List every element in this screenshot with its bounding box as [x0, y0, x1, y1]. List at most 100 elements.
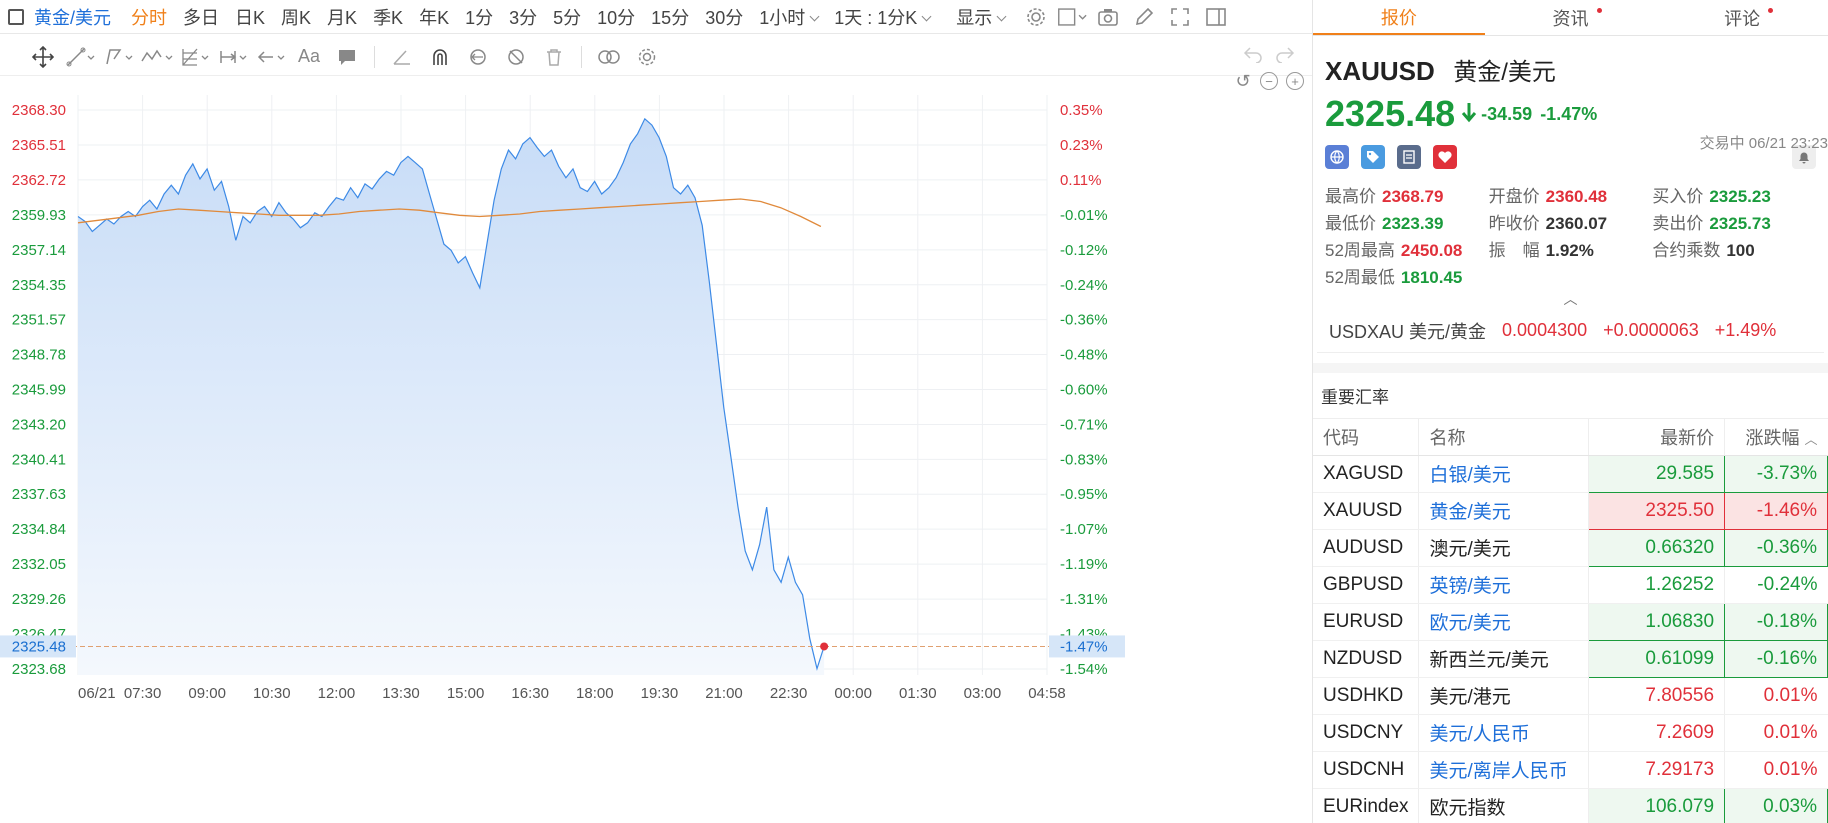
top-toolbar: 黄金/美元 分时 多日 日K 周K 月K 季K 年K 1分 3分 5分 10分 15分 30分 1小时 …	[0, 0, 1312, 34]
indicator-settings-icon[interactable]	[628, 42, 666, 72]
col-code[interactable]: 代码	[1313, 419, 1420, 456]
rate-row[interactable]: USDCNH 美元/离岸人民币 7.29173 0.01%	[1313, 751, 1828, 789]
trash-icon[interactable]	[535, 42, 573, 72]
comment-icon[interactable]	[328, 42, 366, 72]
period-tab[interactable]: 分时	[131, 7, 168, 28]
tag-icon[interactable]	[1361, 145, 1385, 169]
panel-tab[interactable]: 报价	[1313, 0, 1485, 35]
y-tick-pct: -0.12%	[1060, 242, 1108, 259]
period-tab[interactable]: 季K	[373, 7, 404, 28]
rate-code: NZDUSD	[1313, 640, 1420, 678]
undo-icon[interactable]	[1242, 45, 1264, 68]
magnet-icon[interactable]	[421, 42, 459, 72]
bell-icon[interactable]	[1792, 145, 1816, 169]
symbol-selector[interactable]: 黄金/美元	[34, 7, 112, 28]
heart-icon[interactable]	[1433, 145, 1457, 169]
stat-row: 最低价 2323.39 昨收价 2360.07 卖出价 2325.73	[1325, 208, 1816, 235]
y-tick-pct: -0.83%	[1060, 451, 1108, 468]
settings-gear-icon[interactable]	[1021, 2, 1051, 32]
fib-icon[interactable]	[176, 42, 214, 72]
y-tick-pct: -1.19%	[1060, 556, 1108, 573]
fullscreen-icon[interactable]	[1165, 2, 1195, 32]
rate-row[interactable]: USDCNY 美元/人民币 7.2609 0.01%	[1313, 714, 1828, 752]
camera-icon[interactable]	[1093, 2, 1123, 32]
col-name[interactable]: 名称	[1418, 419, 1590, 456]
stat-cell: 52周最高 2450.08	[1325, 236, 1489, 261]
rate-name[interactable]: 美元/人民币	[1418, 714, 1590, 752]
period-tab[interactable]: 日K	[235, 7, 266, 28]
period-tab[interactable]: 周K	[281, 7, 312, 28]
polyline-icon[interactable]	[100, 42, 138, 72]
rate-row[interactable]: EURUSD 欧元/美元 1.06830 -0.18%	[1313, 602, 1828, 641]
quote-header: XAUUSD 黄金/美元 2325.48 -34.59 -1.47% 交易中 0…	[1313, 36, 1828, 169]
period-tab[interactable]: 年K	[419, 7, 450, 28]
period-tab[interactable]: 月K	[327, 7, 358, 28]
rate-row[interactable]: NZDUSD 新西兰元/美元 0.61099 -0.16%	[1313, 639, 1828, 678]
rate-price: 7.2609	[1588, 714, 1726, 752]
y-tick-pct: -0.48%	[1060, 347, 1108, 364]
reset-view-icon[interactable]: ↺	[1235, 71, 1251, 91]
collapse-caret-icon[interactable]: ︿	[1563, 291, 1578, 307]
period-tab[interactable]: 10分	[597, 7, 636, 28]
layout-icon[interactable]	[8, 8, 24, 25]
down-arrow-icon	[1461, 101, 1477, 128]
zoom-in-button-icon[interactable]: +	[1286, 72, 1304, 90]
rate-name[interactable]: 欧元/美元	[1418, 603, 1590, 641]
stat-row: 最高价 2368.79 开盘价 2360.48 买入价 2325.23	[1325, 181, 1816, 208]
arrow-tool-icon[interactable]	[252, 42, 290, 72]
rate-row[interactable]: XAGUSD 白银/美元 29.585 -3.73%	[1313, 454, 1828, 493]
stat-label: 最低价	[1325, 214, 1376, 233]
redo-icon[interactable]	[1274, 45, 1296, 68]
sync-icon[interactable]	[459, 42, 497, 72]
period-tab[interactable]: 多日	[183, 7, 220, 28]
price-chart[interactable]: 2368.30 0.35% 2365.51 0.23% 2362.72 0.11% 2359…	[0, 72, 1312, 823]
measure-icon[interactable]	[214, 42, 252, 72]
chart-canvas[interactable]: 2368.30 0.35% 2365.51 0.23% 2362.72 0.11% 2359…	[0, 80, 1312, 823]
zoom-out-button-icon[interactable]: −	[1260, 72, 1278, 90]
period-tab[interactable]: 3分	[509, 7, 538, 28]
rate-row[interactable]: EURindex 欧元指数 106.079 0.03%	[1313, 787, 1828, 823]
rate-name[interactable]: 黄金/美元	[1418, 492, 1590, 530]
trend-line-icon[interactable]	[62, 42, 100, 72]
period-tab[interactable]: 1分	[465, 7, 494, 28]
stat-label: 买入价	[1652, 187, 1704, 206]
crosshair-icon[interactable]	[24, 42, 62, 72]
period-tab[interactable]: 15分	[651, 7, 690, 28]
globe-icon[interactable]	[1325, 145, 1349, 169]
rate-price: 106.079	[1588, 787, 1726, 823]
chart-style-icon[interactable]	[1057, 2, 1087, 32]
text-tool-icon[interactable]: Aa	[297, 46, 321, 66]
stat-cell: 昨收价 2360.07	[1489, 209, 1653, 234]
period-tab[interactable]: 30分	[705, 7, 744, 28]
period-tab[interactable]: 5分	[553, 7, 582, 28]
angle-icon[interactable]	[383, 42, 421, 72]
rates-header-row: 代码 名称 最新价 涨跌幅 ︿	[1313, 419, 1828, 456]
hour-dropdown[interactable]: 1小时	[759, 4, 818, 30]
rate-row[interactable]: GBPUSD 英镑/美元 1.26252 -0.24%	[1313, 566, 1828, 604]
rate-name: 美元/港元	[1418, 677, 1590, 715]
rate-name[interactable]: 美元/离岸人民币	[1418, 751, 1590, 789]
y-tick-price: 2354.35	[12, 277, 66, 294]
rate-name[interactable]: 英镑/美元	[1418, 566, 1590, 604]
rate-name[interactable]: 白银/美元	[1418, 455, 1590, 493]
hide-icon[interactable]	[497, 42, 535, 72]
notes-icon[interactable]	[1397, 145, 1421, 169]
rate-row[interactable]: XAUUSD 黄金/美元 2325.50 -1.46%	[1313, 491, 1828, 530]
quote-panel: 报价 资讯 评论 XAUUSD 黄金/美元 2325.48 -34.59 -1.47…	[1312, 0, 1828, 823]
stat-cell: 卖出价 2325.73	[1652, 209, 1816, 234]
col-pct[interactable]: 涨跌幅 ︿	[1724, 419, 1828, 456]
sidebar-toggle-icon[interactable]	[1201, 2, 1231, 32]
rate-row[interactable]: USDHKD 美元/港元 7.80556 0.01%	[1313, 677, 1828, 715]
pen-icon[interactable]	[1129, 2, 1159, 32]
display-dropdown[interactable]: 显示	[956, 4, 1005, 30]
day-dropdown[interactable]: 1天 : 1分K	[834, 4, 930, 30]
compare-icon[interactable]	[590, 42, 628, 72]
panel-tab[interactable]: 资讯	[1485, 0, 1657, 35]
panel-tab[interactable]: 评论	[1656, 0, 1828, 35]
rate-row[interactable]: AUDUSD 澳元/美元 0.66320 -0.36%	[1313, 528, 1828, 567]
y-tick-price: 2323.68	[12, 661, 66, 678]
wave-icon[interactable]	[138, 42, 176, 72]
y-tick-pct: -1.07%	[1060, 521, 1108, 538]
inverse-quote[interactable]: USDXAU 美元/黄金 0.0004300 +0.0000063 +1.49%	[1317, 309, 1824, 353]
col-price[interactable]: 最新价	[1588, 419, 1726, 456]
